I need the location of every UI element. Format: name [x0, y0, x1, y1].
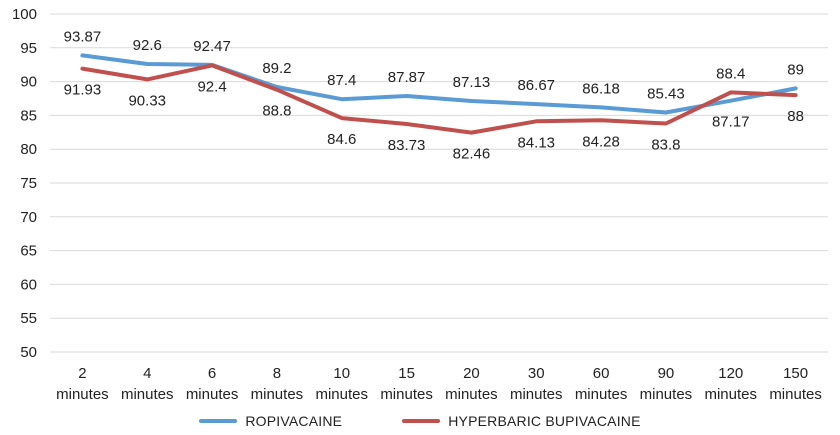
- data-label-s0-4: 87.4: [327, 72, 356, 89]
- data-label-s0-11: 89: [787, 61, 804, 78]
- x-tick-label-8-line-0: 60: [593, 365, 610, 382]
- x-tick-label-2-line-1: minutes: [186, 386, 239, 403]
- x-tick-label-3-line-0: 8: [273, 365, 281, 382]
- x-tick-label-10-line-1: minutes: [704, 386, 757, 403]
- x-tick-label-3-line-1: minutes: [251, 386, 304, 403]
- series-layer: [80, 53, 798, 135]
- legend-entry-hyperbaric-bupivacaine: HYPERBARIC BUPIVACAINE: [402, 413, 640, 429]
- data-label-s1-0: 91.93: [64, 82, 102, 99]
- x-tick-label-9-line-1: minutes: [640, 386, 693, 403]
- data-label-s1-2: 92.4: [197, 78, 226, 95]
- data-label-s0-0: 93.87: [64, 28, 102, 45]
- y-axis: 50 55 60 65 70 75 80 85 90 95 100: [12, 6, 37, 361]
- x-tick-label-1-line-0: 4: [143, 365, 151, 382]
- legend-label-ropivacaine: ROPIVACAINE: [245, 413, 343, 429]
- x-tick-label-5-line-0: 15: [398, 365, 415, 382]
- x-tick-label-6-line-0: 20: [463, 365, 480, 382]
- x-tick-label-11-line-0: 150: [783, 365, 808, 382]
- x-axis: 2 minutes 4 minutes 6 minutes 8 minutes 10 minute…: [56, 365, 822, 403]
- x-tick-label-11-line-1: minutes: [769, 386, 822, 403]
- data-label-s1-3: 88.8: [262, 103, 291, 120]
- data-label-s0-8: 86.18: [582, 80, 620, 97]
- x-tick-label-4-line-0: 10: [333, 365, 350, 382]
- data-label-s1-6: 82.46: [453, 146, 491, 163]
- data-label-s0-7: 86.67: [517, 77, 555, 94]
- data-label-s0-1: 92.6: [133, 37, 162, 54]
- gridlines: [50, 13, 828, 353]
- y-tick-label-55: 55: [20, 310, 37, 327]
- x-tick-label-10-line-0: 120: [718, 365, 743, 382]
- y-tick-label-95: 95: [20, 40, 37, 57]
- x-tick-label-7-line-1: minutes: [510, 386, 563, 403]
- data-label-s1-4: 84.6: [327, 131, 356, 148]
- legend: ROPIVACAINE HYPERBARIC BUPIVACAINE: [0, 411, 840, 431]
- data-label-s0-6: 87.13: [453, 74, 491, 91]
- series-line-1: [80, 63, 798, 135]
- data-label-s1-10: 88.4: [716, 65, 745, 82]
- data-label-s1-5: 83.73: [388, 137, 426, 154]
- x-tick-label-7-line-0: 30: [528, 365, 545, 382]
- legend-swatch-hyperbaric-bupivacaine: [402, 419, 441, 423]
- data-label-s1-1: 90.33: [128, 92, 166, 109]
- y-tick-label-60: 60: [20, 276, 37, 293]
- x-tick-label-0-line-1: minutes: [56, 386, 109, 403]
- legend-label-hyperbaric-bupivacaine: HYPERBARIC BUPIVACAINE: [448, 413, 641, 429]
- series-line-0: [80, 53, 798, 115]
- x-tick-label-5-line-1: minutes: [380, 386, 433, 403]
- x-tick-label-9-line-0: 90: [658, 365, 675, 382]
- data-label-s1-7: 84.13: [517, 134, 555, 151]
- y-tick-label-85: 85: [20, 107, 37, 124]
- y-tick-label-65: 65: [20, 243, 37, 260]
- y-tick-label-50: 50: [20, 344, 37, 361]
- data-labels: 93.87 91.93 92.6 90.33 92.47 92.4 89.2 88.8 87.4…: [64, 28, 804, 162]
- data-label-s0-2: 92.47: [193, 38, 231, 55]
- y-tick-label-70: 70: [20, 209, 37, 226]
- x-tick-label-6-line-1: minutes: [445, 386, 498, 403]
- x-tick-label-4-line-1: minutes: [315, 386, 368, 403]
- y-tick-label-100: 100: [12, 6, 37, 23]
- x-tick-label-1-line-1: minutes: [121, 386, 174, 403]
- y-tick-label-80: 80: [20, 141, 37, 158]
- data-label-s1-11: 88: [787, 108, 804, 125]
- x-tick-label-8-line-1: minutes: [575, 386, 628, 403]
- legend-entry-ropivacaine: ROPIVACAINE: [199, 413, 342, 429]
- legend-swatch-ropivacaine: [199, 419, 238, 423]
- data-label-s0-9: 85.43: [647, 85, 685, 102]
- data-label-s0-5: 87.87: [388, 69, 426, 86]
- data-label-s1-8: 84.28: [582, 133, 620, 150]
- x-tick-label-0-line-0: 2: [78, 365, 86, 382]
- data-label-s1-9: 83.8: [651, 137, 680, 154]
- data-label-s0-3: 89.2: [262, 60, 291, 77]
- y-tick-label-90: 90: [20, 74, 37, 91]
- x-tick-label-2-line-0: 6: [208, 365, 216, 382]
- data-label-s0-10: 87.17: [712, 114, 750, 131]
- y-tick-label-75: 75: [20, 175, 37, 192]
